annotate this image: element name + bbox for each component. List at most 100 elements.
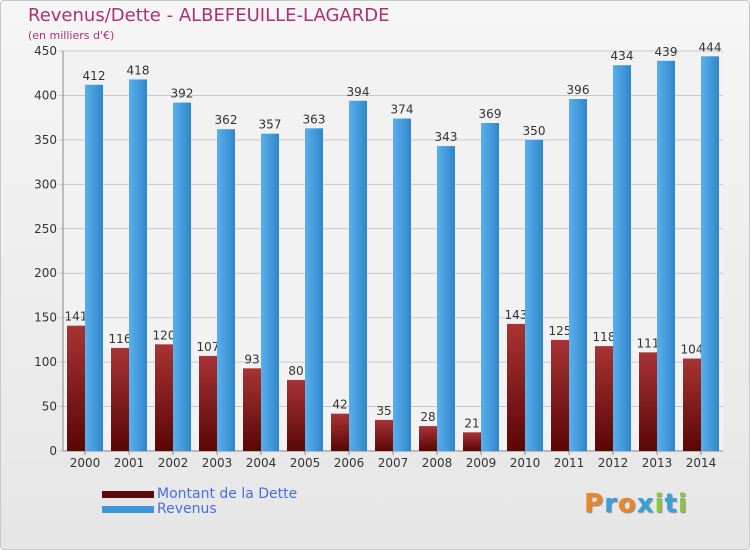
chart-title: Revenus/Dette - ALBEFEUILLE-LAGARDE — [28, 5, 390, 26]
bar-dette — [463, 432, 481, 451]
bar-dette — [331, 413, 349, 451]
bar-dette — [155, 344, 173, 451]
x-tick-label: 2011 — [554, 456, 585, 470]
bar-revenus — [657, 60, 675, 452]
y-tick-label: 0 — [49, 444, 57, 458]
x-tick-label: 2010 — [510, 456, 541, 470]
bar-dette — [375, 419, 393, 451]
bar-dette — [595, 346, 613, 451]
bar-dette — [639, 352, 657, 451]
y-tick-label: 350 — [34, 133, 57, 147]
legend-swatch-revenus — [102, 506, 154, 513]
bar-dette — [683, 358, 701, 451]
data-label-dette: 42 — [332, 398, 347, 412]
x-tick-label: 2000 — [70, 456, 101, 470]
bar-revenus — [173, 102, 191, 452]
x-tick-label: 2014 — [686, 456, 717, 470]
x-tick-label: 2009 — [466, 456, 497, 470]
x-tick-label: 2004 — [246, 456, 277, 470]
bar-revenus — [525, 139, 543, 451]
x-tick-label: 2012 — [598, 456, 629, 470]
logo-letter: t — [664, 489, 678, 519]
logo-letter: r — [604, 489, 618, 519]
bar-revenus — [437, 146, 455, 451]
logo-letter: i — [654, 489, 665, 519]
logo-letter: P — [584, 489, 605, 519]
data-label-dette: 116 — [109, 332, 132, 346]
bar-revenus — [613, 65, 631, 451]
bar-dette — [111, 347, 129, 451]
data-label-dette: 28 — [420, 410, 435, 424]
data-label-dette: 35 — [376, 404, 391, 418]
bar-revenus — [349, 100, 367, 452]
data-label-revenus: 439 — [655, 45, 678, 59]
x-tick-label: 2008 — [422, 456, 453, 470]
bar-revenus — [569, 99, 587, 451]
bar-dette — [419, 426, 437, 451]
x-tick-label: 2007 — [378, 456, 409, 470]
bar-revenus — [217, 129, 235, 451]
bar-dette — [199, 355, 217, 451]
data-label-revenus: 363 — [303, 112, 326, 126]
data-label-revenus: 394 — [347, 85, 370, 99]
x-tick-label: 2006 — [334, 456, 365, 470]
data-label-dette: 80 — [288, 364, 303, 378]
data-label-dette: 111 — [637, 336, 660, 350]
bar-revenus — [261, 133, 279, 451]
bar-dette — [551, 339, 569, 451]
bar-dette — [507, 323, 525, 451]
legend-label-dette: Montant de la Dette — [157, 486, 298, 502]
logo-letter: o — [617, 489, 637, 519]
bar-revenus — [701, 56, 719, 451]
y-tick-label: 100 — [34, 355, 57, 369]
bar-revenus — [305, 128, 323, 451]
logo-letter: x — [636, 489, 655, 519]
data-label-dette: 107 — [197, 340, 220, 354]
bar-dette — [67, 325, 85, 451]
data-label-revenus: 434 — [611, 49, 634, 63]
data-label-revenus: 362 — [215, 113, 238, 127]
x-tick-label: 2005 — [290, 456, 321, 470]
bar-revenus — [129, 79, 147, 451]
data-label-dette: 104 — [681, 343, 704, 357]
data-label-revenus: 418 — [127, 63, 150, 77]
data-label-dette: 141 — [65, 310, 88, 324]
x-tick-label: 2003 — [202, 456, 233, 470]
bar-revenus — [393, 118, 411, 452]
data-label-revenus: 392 — [171, 87, 194, 101]
x-tick-label: 2002 — [158, 456, 189, 470]
y-tick-label: 200 — [34, 266, 57, 280]
bar-revenus — [85, 84, 103, 452]
bar-revenus — [481, 123, 499, 451]
chart-subtitle: (en milliers d'€) — [28, 29, 115, 42]
y-tick-label: 50 — [42, 400, 57, 414]
x-tick-label: 2001 — [114, 456, 145, 470]
y-tick-label: 150 — [34, 311, 57, 325]
data-label-revenus: 396 — [567, 83, 590, 97]
data-label-dette: 125 — [549, 324, 572, 338]
data-label-revenus: 350 — [523, 124, 546, 138]
data-label-dette: 21 — [464, 416, 479, 430]
y-tick-label: 300 — [34, 177, 57, 191]
logo-letter: i — [677, 489, 688, 519]
proxiti-logo: Proxiti — [584, 489, 688, 519]
data-label-dette: 143 — [505, 308, 528, 322]
bar-dette — [287, 379, 305, 451]
data-label-dette: 120 — [153, 328, 176, 342]
data-label-dette: 118 — [593, 330, 616, 344]
data-label-revenus: 412 — [83, 69, 106, 83]
data-label-dette: 93 — [244, 352, 259, 366]
data-label-revenus: 444 — [699, 40, 722, 54]
y-tick-label: 450 — [34, 44, 57, 58]
data-label-revenus: 357 — [259, 118, 282, 132]
legend-swatch-dette — [102, 491, 154, 498]
data-label-revenus: 374 — [391, 103, 414, 117]
legend-label-revenus: Revenus — [157, 501, 217, 517]
x-tick-label: 2013 — [642, 456, 673, 470]
data-label-revenus: 343 — [435, 130, 458, 144]
data-label-revenus: 369 — [479, 107, 502, 121]
bar-dette — [243, 368, 261, 451]
y-tick-label: 400 — [34, 88, 57, 102]
